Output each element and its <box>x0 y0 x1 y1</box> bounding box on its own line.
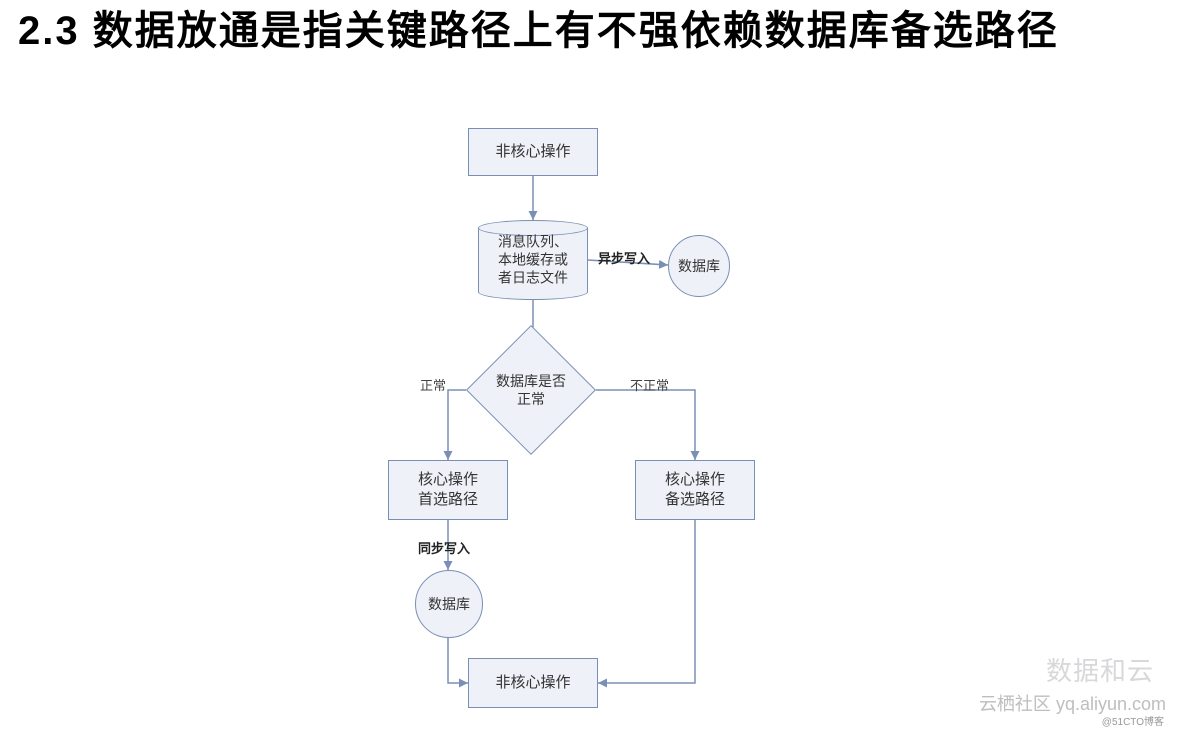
edge-label-4: 不正常 <box>630 375 669 394</box>
edge-3 <box>448 390 466 460</box>
node-dec: 数据库是否正常 <box>466 345 596 435</box>
edge-label-5: 同步写入 <box>418 538 470 557</box>
edge-label-3: 正常 <box>420 375 446 394</box>
edge-6 <box>448 636 468 683</box>
edge-7 <box>598 520 695 683</box>
node-db1: 数据库 <box>668 235 730 297</box>
section-title: 2.3 数据放通是指关键路径上有不强依赖数据库备选路径 <box>18 6 1164 56</box>
flowchart-container: 非核心操作消息队列、本地缓存或者日志文件数据库数据库是否正常核心操作首选路径核心… <box>0 120 1184 730</box>
node-n1: 非核心操作 <box>468 128 598 176</box>
watermark-credit: @51CTO博客 <box>1102 713 1164 728</box>
node-n3: 核心操作首选路径 <box>388 460 508 520</box>
node-n5: 非核心操作 <box>468 658 598 708</box>
edge-4 <box>596 390 695 460</box>
watermark-brand: 数据和云 <box>1046 651 1154 688</box>
node-n4: 核心操作备选路径 <box>635 460 755 520</box>
edge-label-1: 异步写入 <box>598 248 650 267</box>
node-n2: 消息队列、本地缓存或者日志文件 <box>478 220 588 300</box>
node-db2: 数据库 <box>415 570 483 638</box>
